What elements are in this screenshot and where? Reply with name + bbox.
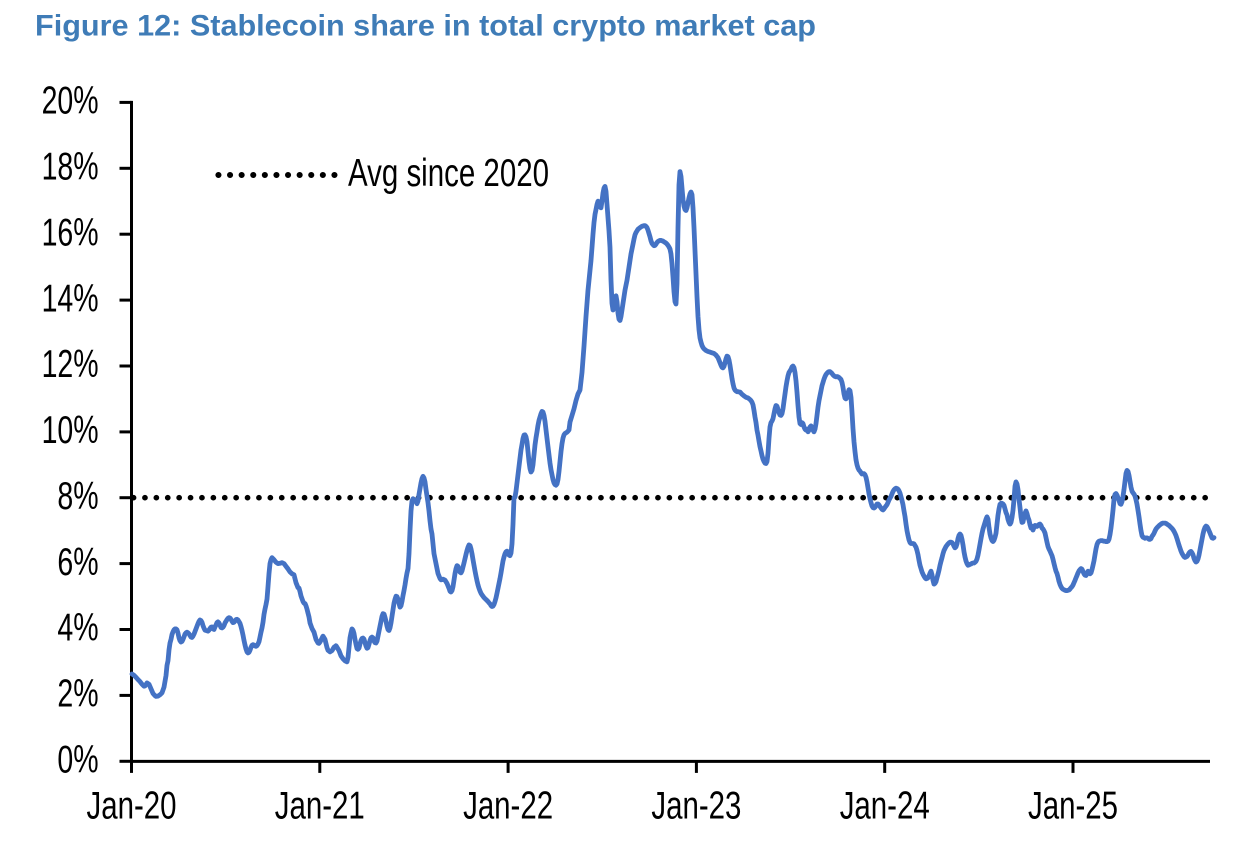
svg-text:12%: 12% [42,343,99,386]
svg-text:18%: 18% [42,146,99,189]
svg-text:Jan-24: Jan-24 [840,785,930,828]
svg-text:Jan-22: Jan-22 [463,785,553,828]
svg-text:2%: 2% [57,673,98,716]
svg-text:Jan-20: Jan-20 [87,785,177,828]
svg-text:10%: 10% [42,409,99,452]
svg-text:Jan-23: Jan-23 [651,785,741,828]
svg-text:6%: 6% [57,541,98,584]
svg-text:4%: 4% [57,607,98,650]
svg-text:20%: 20% [42,80,99,123]
svg-text:Jan-21: Jan-21 [275,785,365,828]
svg-text:16%: 16% [42,211,99,254]
svg-text:Avg since 2020: Avg since 2020 [348,152,549,195]
svg-text:8%: 8% [57,475,98,518]
svg-text:14%: 14% [42,277,99,320]
svg-text:Figure 12: Stablecoin share in: Figure 12: Stablecoin share in total cry… [35,10,816,43]
svg-text:Jan-25: Jan-25 [1028,785,1118,828]
svg-text:0%: 0% [57,739,98,782]
